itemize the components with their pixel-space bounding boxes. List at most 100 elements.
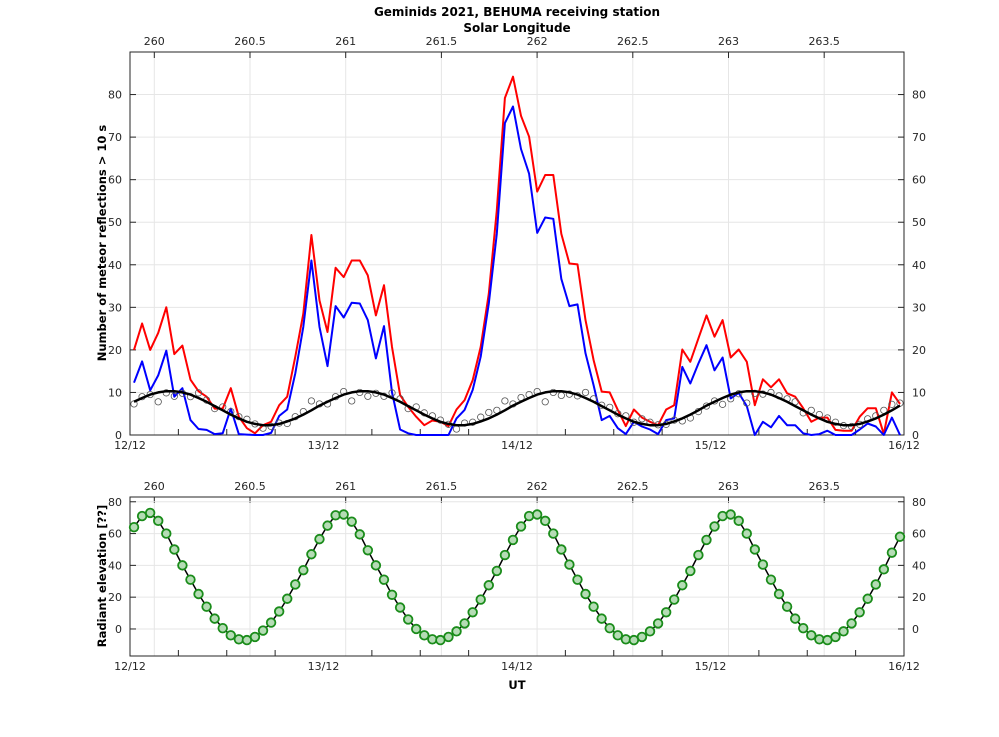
y-axis-tick-label-right: 80 <box>912 89 926 102</box>
data-point-marker <box>394 602 406 613</box>
y-axis-tick-label-right: 10 <box>912 386 926 399</box>
data-point-marker <box>886 547 898 558</box>
data-point-marker <box>540 515 551 527</box>
data-point-marker <box>677 580 688 591</box>
top-axis-tick-label: 263.5 <box>808 35 840 48</box>
y-axis-tick-label: 40 <box>108 559 122 572</box>
data-point-marker <box>515 521 527 532</box>
top-axis-tick-label: 263 <box>718 480 739 493</box>
x-axis-tick-label: 14/12 <box>501 439 533 452</box>
data-point-marker <box>354 529 365 540</box>
data-point-marker <box>854 607 865 618</box>
data-point-marker <box>411 623 422 635</box>
plot-area <box>128 507 906 646</box>
y-axis-tick-label-right: 30 <box>912 301 926 314</box>
data-point-marker <box>846 618 857 629</box>
y-axis-tick-label-right: 50 <box>912 216 926 229</box>
data-point-marker <box>894 531 906 542</box>
data-point-marker <box>798 622 809 634</box>
data-point-marker <box>346 516 357 527</box>
y-axis-tick-label: 20 <box>108 591 122 604</box>
y-axis-tick-label-right: 0 <box>912 429 919 442</box>
series-line <box>133 389 901 427</box>
top-axis-tick-label: 260.5 <box>234 35 266 48</box>
y-axis-tick-label-right: 20 <box>912 591 926 604</box>
bottom-plot: 260 260.5 261 261.5 262 262.5 263 263.5 0 0 20 20 40… <box>108 480 926 673</box>
top-axis-tick-label: 263 <box>718 35 739 48</box>
data-point-circle <box>170 392 178 400</box>
data-point-marker <box>741 528 752 539</box>
data-point-circle <box>847 422 856 431</box>
data-point-marker <box>830 631 841 643</box>
y-axis-tick-label: 20 <box>108 344 122 357</box>
top-axis-tick-label: 261.5 <box>426 35 458 48</box>
data-point-marker <box>709 521 720 532</box>
series-line <box>133 105 901 436</box>
y-axis-tick-label: 40 <box>108 259 122 272</box>
data-point-marker <box>862 593 873 604</box>
data-point-marker <box>459 618 470 629</box>
data-point-circle <box>348 397 356 405</box>
y-axis-tick-label: 50 <box>108 216 122 229</box>
top-axis-tick-label: 262.5 <box>617 480 649 493</box>
data-point-marker <box>773 588 785 600</box>
data-point-marker <box>531 509 543 520</box>
data-point-circle <box>267 422 275 431</box>
data-point-marker <box>282 593 293 604</box>
data-point-marker <box>322 520 333 531</box>
y-axis-tick-label-right: 0 <box>912 623 919 636</box>
top-axis-tick-label: 263.5 <box>808 480 840 493</box>
top-axis-tick-label: 261 <box>335 480 356 493</box>
y-axis-tick-label: 0 <box>115 623 122 636</box>
data-point-marker <box>273 606 285 617</box>
series-line <box>133 75 901 436</box>
y-axis-tick-label-right: 40 <box>912 559 926 572</box>
data-point-marker <box>838 626 849 637</box>
data-point-marker <box>765 574 777 585</box>
data-point-circle <box>581 388 590 397</box>
x-axis-tick-label: 13/12 <box>308 660 340 673</box>
data-point-marker <box>153 515 164 527</box>
data-point-marker <box>644 626 656 637</box>
y-axis-tick-label: 80 <box>108 89 122 102</box>
data-point-circle <box>485 408 493 417</box>
data-point-marker <box>265 617 277 628</box>
data-point-marker <box>378 574 390 585</box>
data-point-circle <box>194 389 203 397</box>
data-point-marker <box>548 528 559 539</box>
data-point-marker <box>451 626 462 637</box>
data-point-marker <box>757 559 769 570</box>
y-axis-tick-label-right: 70 <box>912 131 926 144</box>
y-axis-tick-label: 60 <box>108 528 122 541</box>
data-point-marker <box>806 630 817 641</box>
data-point-circle <box>364 392 372 400</box>
data-point-marker <box>789 613 801 624</box>
x-axis-tick-label: 16/12 <box>888 439 920 452</box>
chart-title: Geminids 2021, BEHUMA receiving station <box>374 5 660 19</box>
data-point-marker <box>169 544 180 555</box>
y-axis-tick-label-right: 60 <box>912 528 926 541</box>
top-axis-tick-label: 260 <box>144 35 165 48</box>
data-point-marker <box>290 579 301 590</box>
y-axis-tick-label: 30 <box>108 301 122 314</box>
data-point-marker <box>249 631 261 643</box>
data-point-marker <box>507 534 519 546</box>
data-point-marker <box>588 601 599 612</box>
data-point-circle <box>388 389 396 397</box>
x-axis-tick-label: 14/12 <box>501 660 533 673</box>
top-axis-tick-label: 260 <box>144 480 165 493</box>
data-point-circle <box>557 391 565 400</box>
data-point-marker <box>572 574 583 585</box>
axes-box <box>129 51 905 436</box>
top-axis-label: Solar Longitude <box>463 21 570 35</box>
top-axis-tick-label: 261.5 <box>426 480 458 493</box>
y-axis-tick-label: 10 <box>108 386 122 399</box>
data-point-circle <box>154 398 162 406</box>
data-point-marker <box>878 564 890 575</box>
data-point-marker <box>491 565 503 577</box>
y-axis-tick-label: 0 <box>115 429 122 442</box>
data-point-marker <box>701 534 712 546</box>
data-point-marker <box>733 515 744 527</box>
data-point-circle <box>307 397 316 405</box>
data-point-marker <box>257 625 269 636</box>
